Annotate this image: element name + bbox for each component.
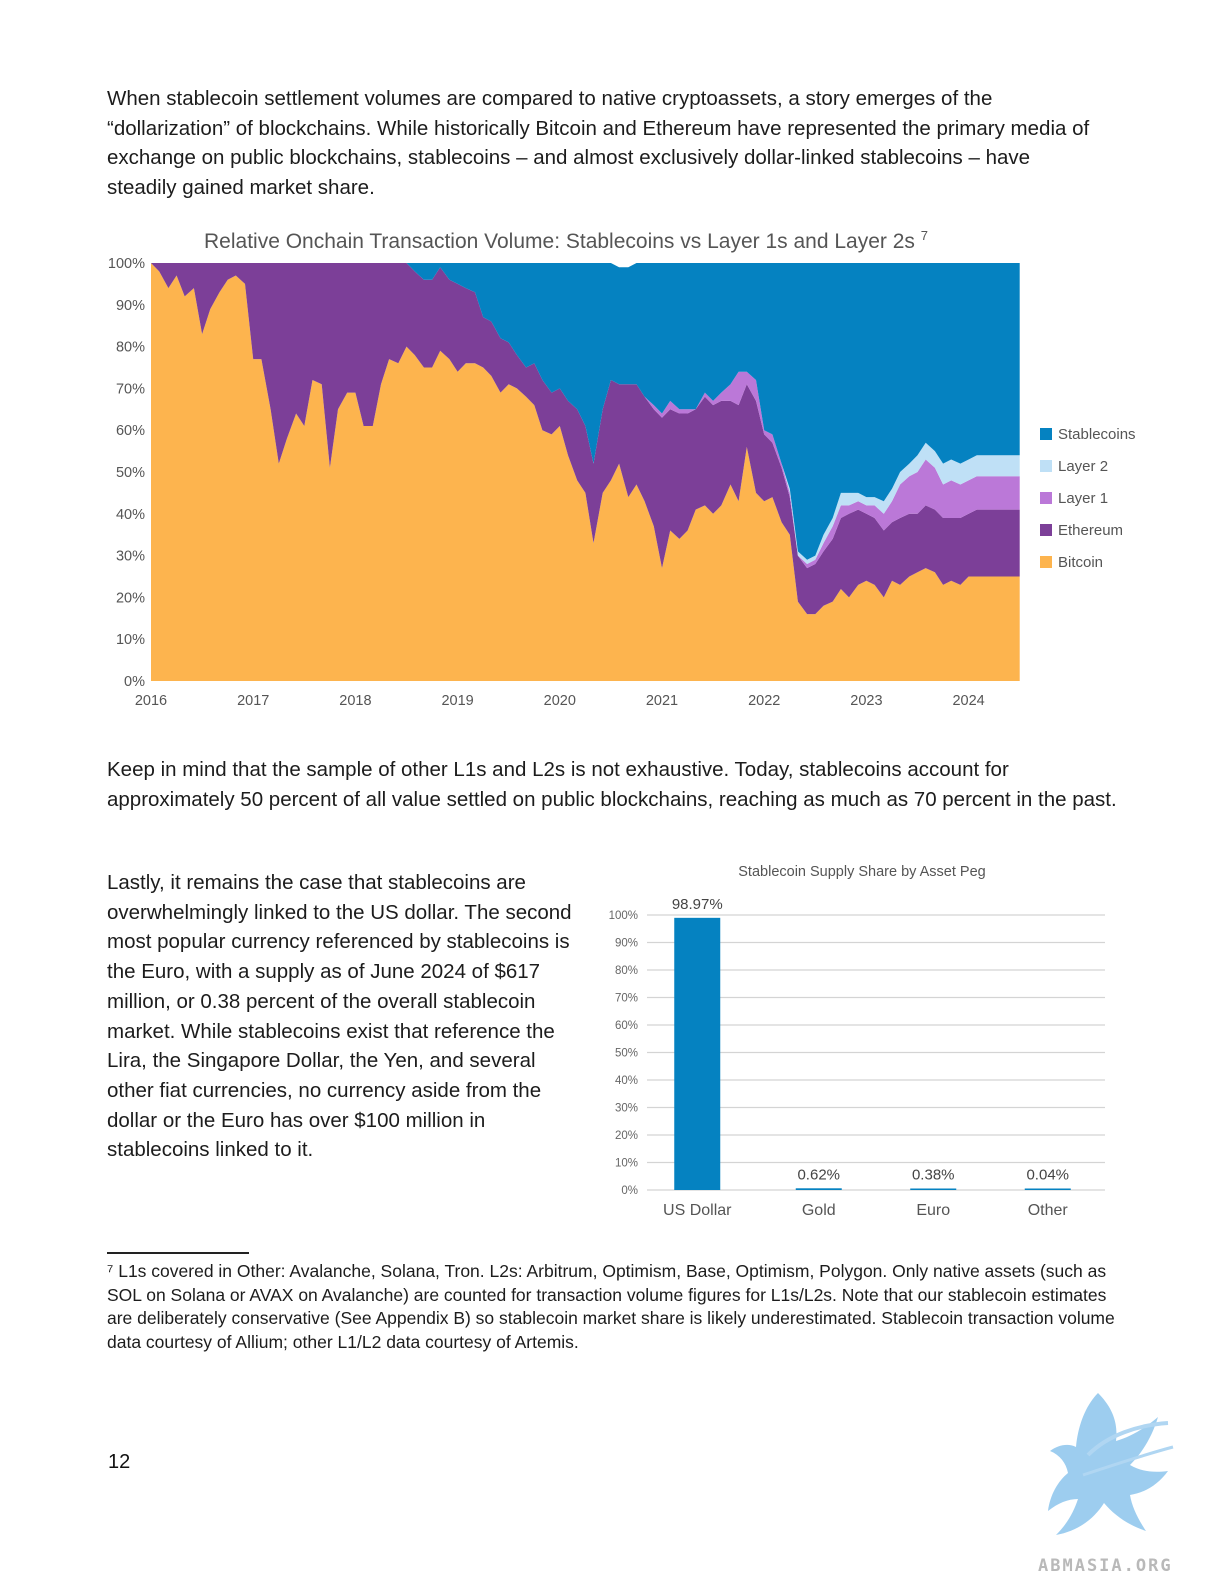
x-tick-label: 2019 bbox=[441, 693, 473, 709]
legend-label: Stablecoins bbox=[1058, 425, 1136, 443]
intro-paragraph: When stablecoin settlement volumes are c… bbox=[107, 87, 1090, 200]
y-tick-label: 50% bbox=[615, 1048, 638, 1060]
area-chart-legend: Stablecoins Layer 2 Layer 1 Ethereum Bitcoin bbox=[1040, 418, 1136, 578]
x-tick-label: 2017 bbox=[237, 693, 269, 709]
x-tick-label: 2024 bbox=[952, 693, 984, 709]
legend-item-layer-2: Layer 2 bbox=[1040, 450, 1136, 482]
page-number: 12 bbox=[108, 1451, 131, 1473]
category-label: US Dollar bbox=[663, 1202, 732, 1219]
legend-label: Layer 2 bbox=[1058, 457, 1109, 475]
legend-swatch bbox=[1040, 428, 1052, 440]
category-label: Euro bbox=[916, 1202, 950, 1219]
y-tick-label: 80% bbox=[116, 340, 145, 356]
x-tick-label: 2023 bbox=[850, 693, 882, 709]
y-tick-label: 10% bbox=[116, 632, 145, 648]
x-tick-label: 2021 bbox=[646, 693, 678, 709]
bar-euro bbox=[910, 1188, 957, 1190]
legend-label: Layer 1 bbox=[1058, 489, 1109, 507]
x-tick-label: 2022 bbox=[748, 693, 780, 709]
bar-value-label: 0.04% bbox=[1026, 1167, 1069, 1184]
x-tick-label: 2016 bbox=[135, 693, 167, 709]
x-tick-label: 2020 bbox=[544, 693, 576, 709]
y-tick-label: 20% bbox=[116, 590, 145, 606]
y-tick-label: 10% bbox=[615, 1158, 638, 1170]
sample-paragraph: Keep in mind that the sample of other L1… bbox=[107, 758, 1117, 811]
y-tick-label: 0% bbox=[124, 674, 145, 690]
area-series-ethereum bbox=[151, 263, 1020, 615]
bar-value-label: 98.97% bbox=[672, 896, 723, 913]
footnote-divider bbox=[107, 1252, 249, 1254]
y-tick-label: 100% bbox=[609, 910, 638, 922]
category-label: Gold bbox=[802, 1202, 836, 1219]
footnote-text: L1s covered in Other: Avalanche, Solana,… bbox=[107, 1261, 1115, 1353]
bar-value-label: 0.38% bbox=[912, 1167, 955, 1184]
bar-us-dollar bbox=[674, 917, 721, 1190]
area-series-stablecoins bbox=[151, 263, 1020, 560]
legend-label: Ethereum bbox=[1058, 521, 1124, 539]
watermark-text: ABMASIA.ORG bbox=[1038, 1556, 1173, 1576]
y-tick-label: 30% bbox=[615, 1103, 638, 1115]
y-tick-label: 20% bbox=[615, 1130, 638, 1142]
peg-paragraph: Lastly, it remains the case that stablec… bbox=[107, 871, 572, 1162]
legend-swatch bbox=[1040, 460, 1052, 472]
footnote: ⁷ L1s covered in Other: Avalanche, Solan… bbox=[107, 1260, 1117, 1355]
y-tick-label: 30% bbox=[116, 549, 145, 565]
y-tick-label: 70% bbox=[615, 993, 638, 1005]
category-label: Other bbox=[1028, 1202, 1069, 1219]
y-tick-label: 80% bbox=[615, 965, 638, 977]
y-tick-label: 50% bbox=[116, 465, 145, 481]
legend-swatch bbox=[1040, 556, 1052, 568]
legend-swatch bbox=[1040, 492, 1052, 504]
y-tick-label: 90% bbox=[615, 938, 638, 950]
legend-item-stablecoins: Stablecoins bbox=[1040, 418, 1136, 450]
y-tick-label: 70% bbox=[116, 381, 145, 397]
bar-other bbox=[1024, 1188, 1071, 1190]
x-tick-label: 2018 bbox=[339, 693, 371, 709]
legend-item-layer-1: Layer 1 bbox=[1040, 482, 1136, 514]
y-tick-label: 40% bbox=[116, 507, 145, 523]
griffin-logo-icon bbox=[1048, 1393, 1174, 1535]
y-tick-label: 100% bbox=[108, 256, 145, 272]
bar-value-label: 0.62% bbox=[797, 1166, 840, 1183]
y-tick-label: 40% bbox=[615, 1075, 638, 1087]
bar-chart-title: Stablecoin Supply Share by Asset Peg bbox=[738, 864, 986, 880]
area-chart-title: Relative Onchain Transaction Volume: Sta… bbox=[204, 228, 928, 253]
bar-chart: 0% 10% 20% 30% 40% 50% 60% 70% 80% 90% 100% 98.97% U… bbox=[609, 896, 1105, 1219]
legend-item-ethereum: Ethereum bbox=[1040, 514, 1136, 546]
y-tick-label: 0% bbox=[621, 1185, 638, 1197]
bar-gold bbox=[795, 1188, 842, 1190]
y-tick-label: 60% bbox=[116, 423, 145, 439]
y-tick-label: 90% bbox=[116, 298, 145, 314]
area-series-bitcoin bbox=[151, 263, 1020, 681]
legend-label: Bitcoin bbox=[1058, 553, 1104, 571]
footnote-marker: ⁷ bbox=[107, 1261, 114, 1281]
title-footnote-ref: 7 bbox=[920, 228, 928, 243]
legend-swatch bbox=[1040, 524, 1052, 536]
y-tick-label: 60% bbox=[615, 1020, 638, 1032]
legend-item-bitcoin: Bitcoin bbox=[1040, 546, 1136, 578]
stacked-area-chart: 0% 10% 20% 30% 40% 50% 60% 70% 80% 90% 100% 2016 201… bbox=[108, 256, 1020, 709]
